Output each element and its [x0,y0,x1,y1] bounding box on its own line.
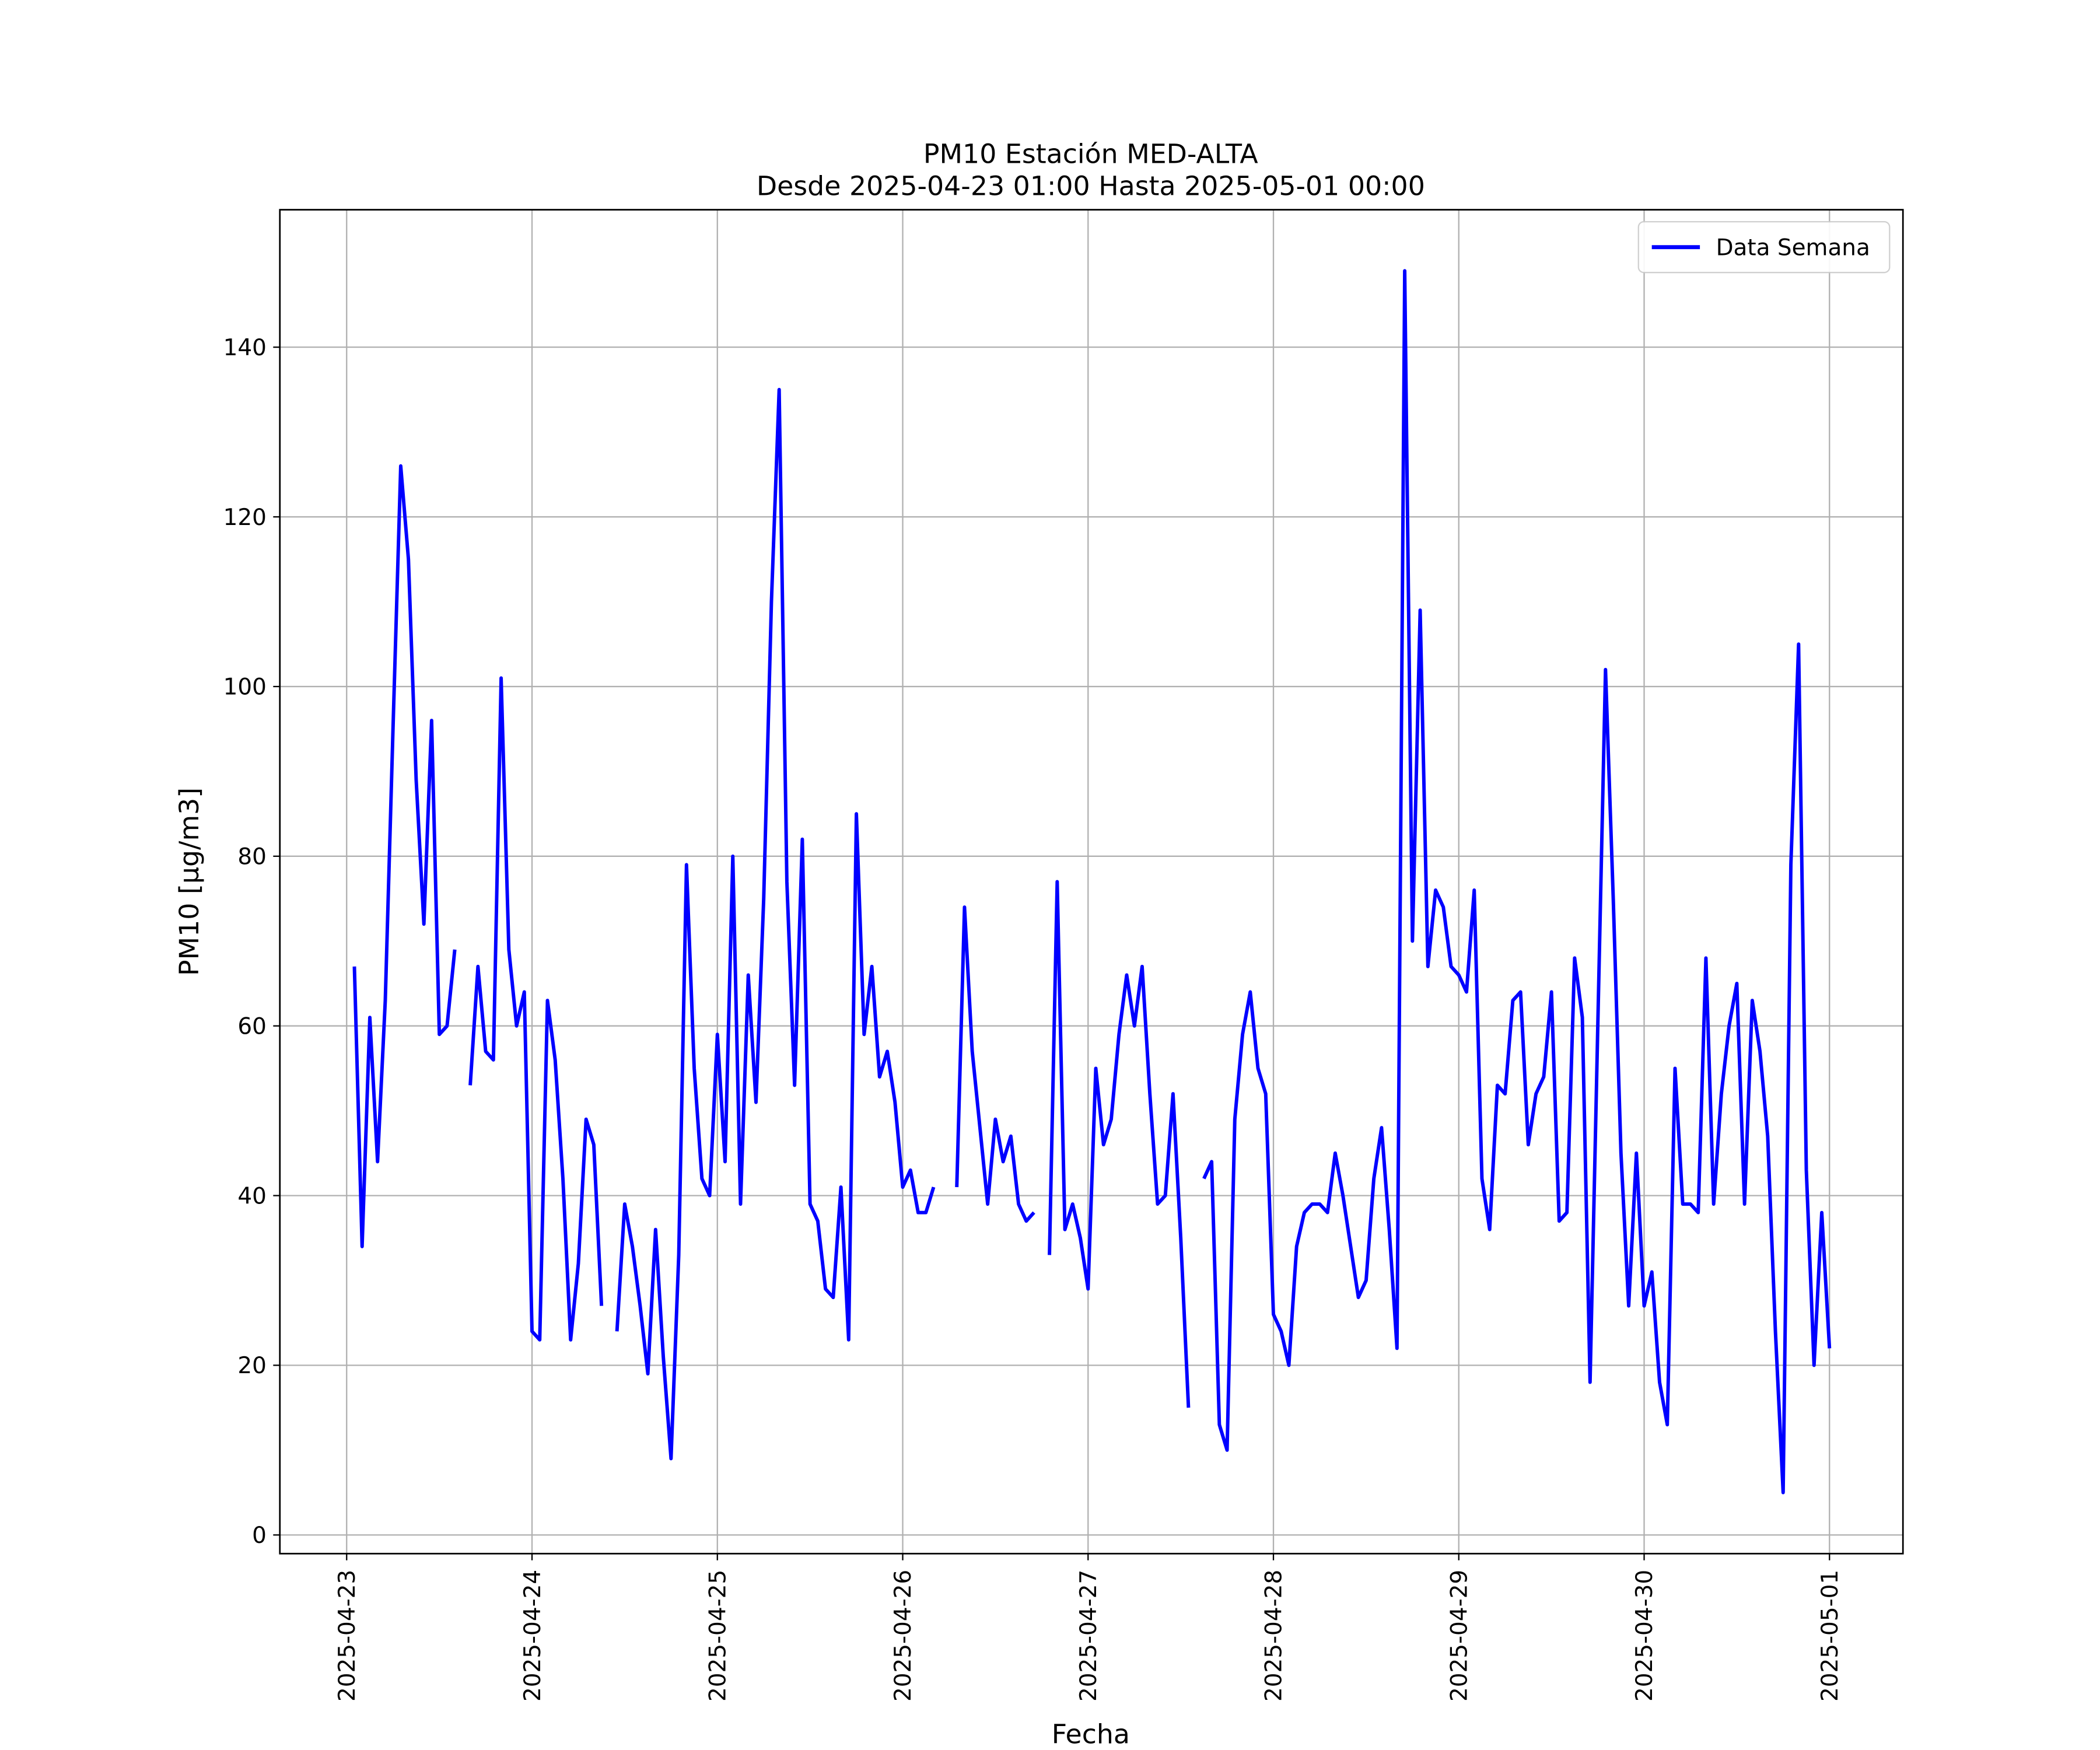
legend-box [1637,221,1891,274]
chart-subtitle: Desde 2025-04-23 01:00 Hasta 2025-05-01 … [757,170,1425,201]
y-tick-label: 20 [237,1353,267,1379]
x-tick-label: 2025-04-29 [1447,1570,1473,1702]
x-tick-label: 2025-04-26 [890,1570,916,1702]
y-tick-label: 60 [237,1013,267,1040]
x-axis-label: Fecha [1052,1718,1130,1750]
chart-title: PM10 Estación MED-ALTA [923,138,1258,169]
data-line [352,269,1832,1494]
y-tick-label: 120 [223,505,267,531]
y-tick-label: 140 [223,335,267,361]
x-tick-label: 2025-04-27 [1076,1570,1102,1702]
legend-label: Data Semana [1716,235,1870,261]
y-tick-label: 40 [237,1183,267,1209]
x-tick-label: 2025-05-01 [1817,1570,1843,1702]
y-tick-label: 80 [237,844,267,870]
y-tick-label: 100 [223,674,267,701]
x-tick-label: 2025-04-23 [334,1570,360,1702]
y-axis-label: PM10 [μg/m3] [173,788,205,976]
x-tick-label: 2025-04-24 [520,1570,546,1702]
x-tick-label: 2025-04-30 [1632,1570,1658,1702]
x-tick-label: 2025-04-25 [705,1570,732,1702]
background [18,0,2082,1750]
plot-frame [279,209,1904,1555]
y-tick-label: 0 [252,1522,267,1549]
x-tick-label: 2025-04-28 [1261,1570,1287,1702]
